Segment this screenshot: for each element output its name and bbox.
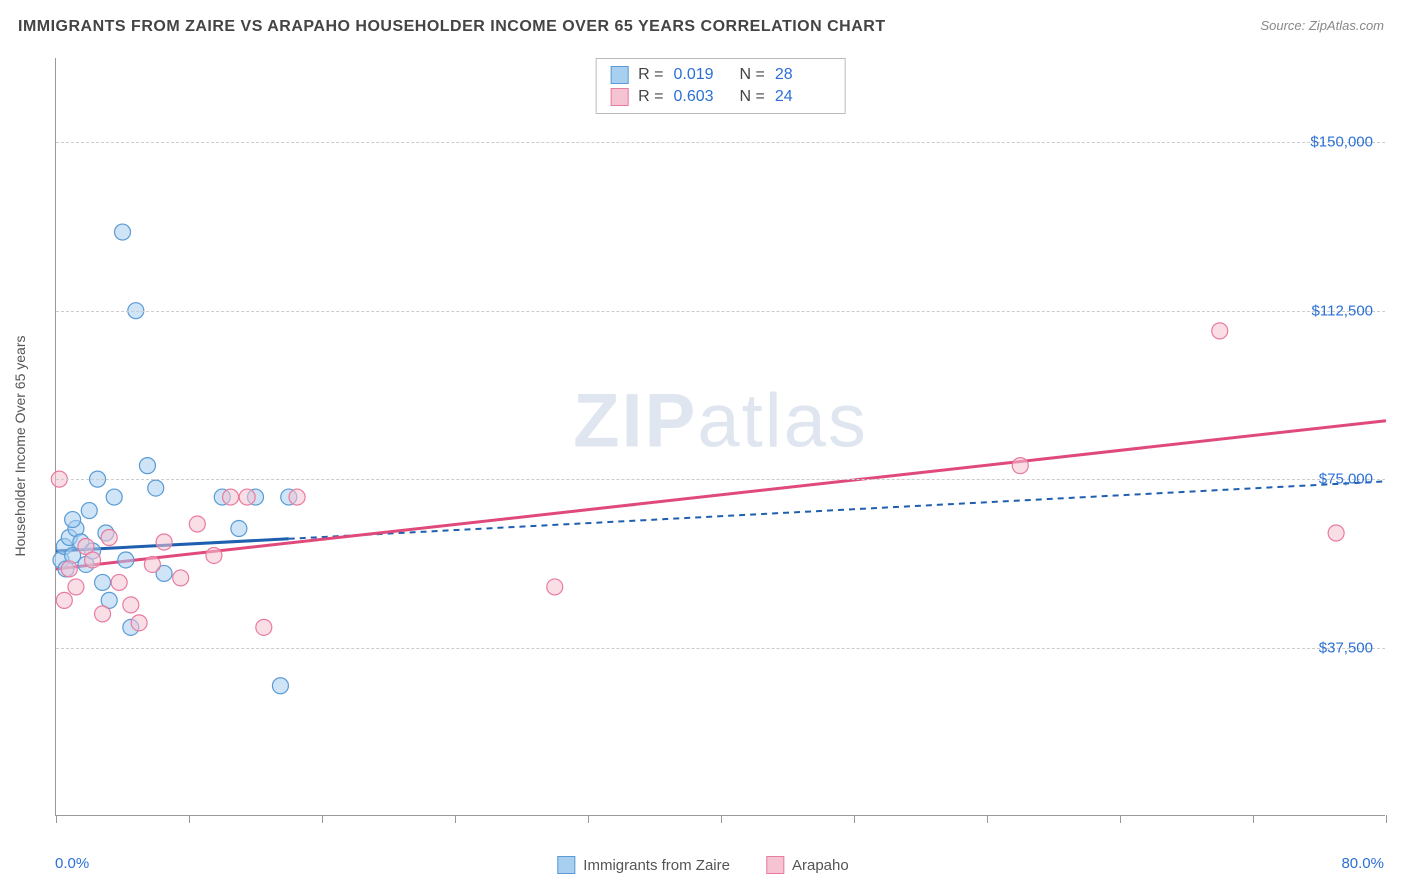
series-legend: Immigrants from Zaire Arapaho xyxy=(557,856,848,874)
source-attribution: Source: ZipAtlas.com xyxy=(1260,18,1384,33)
scatter-point xyxy=(118,552,134,568)
chart-title: IMMIGRANTS FROM ZAIRE VS ARAPAHO HOUSEHO… xyxy=(18,18,886,36)
scatter-point xyxy=(272,678,288,694)
scatter-point xyxy=(106,489,122,505)
x-tick xyxy=(189,815,190,823)
scatter-point xyxy=(111,574,127,590)
x-tick xyxy=(987,815,988,823)
legend-swatch xyxy=(557,856,575,874)
scatter-point xyxy=(206,547,222,563)
scatter-point xyxy=(139,458,155,474)
legend-swatch xyxy=(766,856,784,874)
scatter-point xyxy=(223,489,239,505)
x-tick xyxy=(854,815,855,823)
x-tick xyxy=(1253,815,1254,823)
x-axis-max-label: 80.0% xyxy=(1341,855,1384,872)
scatter-point xyxy=(85,552,101,568)
gridline-h xyxy=(56,142,1385,143)
scatter-point xyxy=(123,597,139,613)
scatter-point xyxy=(65,512,81,528)
scatter-point xyxy=(231,521,247,537)
y-tick-label: $37,500 xyxy=(1319,639,1373,656)
scatter-point xyxy=(289,489,305,505)
y-tick-label: $112,500 xyxy=(1312,302,1373,319)
scatter-point xyxy=(239,489,255,505)
scatter-point xyxy=(156,534,172,550)
scatter-points-layer xyxy=(56,58,1385,815)
scatter-point xyxy=(173,570,189,586)
x-axis-min-label: 0.0% xyxy=(55,855,89,872)
scatter-point xyxy=(189,516,205,532)
y-axis-label: Householder Income Over 65 years xyxy=(12,336,28,557)
scatter-point xyxy=(81,503,97,519)
x-tick xyxy=(322,815,323,823)
x-tick xyxy=(588,815,589,823)
scatter-point xyxy=(61,561,77,577)
gridline-h xyxy=(56,648,1385,649)
x-tick xyxy=(721,815,722,823)
x-tick xyxy=(455,815,456,823)
scatter-point xyxy=(68,579,84,595)
scatter-point xyxy=(131,615,147,631)
gridline-h xyxy=(56,479,1385,480)
scatter-point xyxy=(547,579,563,595)
scatter-point xyxy=(144,556,160,572)
scatter-point xyxy=(1328,525,1344,541)
scatter-point xyxy=(56,592,72,608)
y-tick-label: $150,000 xyxy=(1310,134,1373,151)
legend-item: Immigrants from Zaire xyxy=(557,856,730,874)
scatter-point xyxy=(256,619,272,635)
gridline-h xyxy=(56,311,1385,312)
scatter-point xyxy=(95,574,111,590)
x-tick xyxy=(1120,815,1121,823)
legend-label: Immigrants from Zaire xyxy=(583,857,730,874)
plot-area: ZIPatlas R =0.019N =28R =0.603N =24 $37,… xyxy=(55,58,1385,816)
y-tick-label: $75,000 xyxy=(1319,471,1373,488)
scatter-point xyxy=(95,606,111,622)
scatter-point xyxy=(148,480,164,496)
legend-label: Arapaho xyxy=(792,857,849,874)
x-tick xyxy=(56,815,57,823)
legend-item: Arapaho xyxy=(766,856,849,874)
scatter-point xyxy=(115,224,131,240)
scatter-point xyxy=(1012,458,1028,474)
x-tick xyxy=(1386,815,1387,823)
scatter-point xyxy=(101,530,117,546)
scatter-point xyxy=(1212,323,1228,339)
